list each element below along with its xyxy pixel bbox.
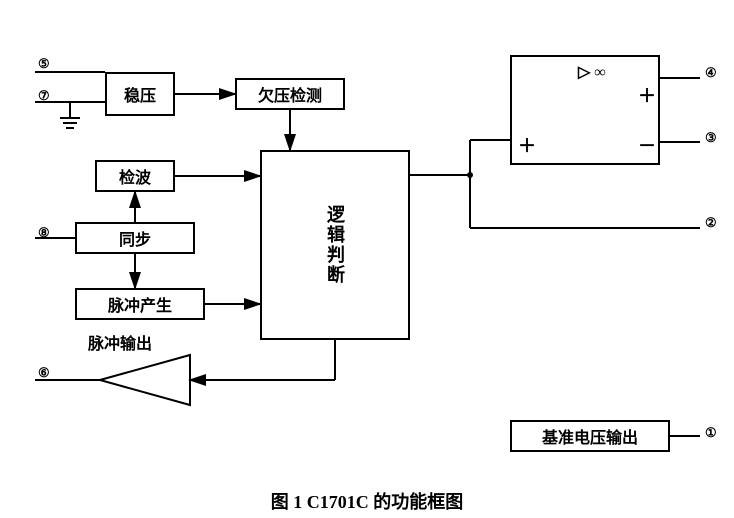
figure-caption: 图 1 C1701C 的功能框图 (0, 488, 734, 514)
block-undervoltage-label: 欠压检测 (258, 82, 322, 106)
pin-8: ⑧ (38, 225, 50, 241)
block-ref-out-label: 基准电压输出 (542, 424, 638, 448)
pin-2: ② (705, 215, 717, 231)
block-regulator-label: 稳压 (124, 82, 156, 106)
pin-5: ⑤ (38, 56, 50, 72)
block-sync-label: 同步 (119, 226, 151, 250)
pin-1: ① (705, 425, 717, 441)
block-pulse-gen: 脉冲产生 (75, 288, 205, 320)
block-pulse-gen-label: 脉冲产生 (108, 292, 172, 316)
block-undervoltage: 欠压检测 (235, 78, 345, 110)
block-logic: 逻辑判断 (260, 150, 410, 340)
pin-6: ⑥ (38, 365, 50, 381)
pin-7: ⑦ (38, 88, 50, 104)
block-regulator: 稳压 (105, 72, 175, 116)
opamp-plus-left: ＋ (518, 132, 536, 158)
block-sync: 同步 (75, 222, 195, 254)
pulse-out-label: 脉冲输出 (88, 330, 152, 354)
block-logic-label: 逻辑判断 (322, 205, 348, 285)
opamp-inf-label: ▷ ∞ (578, 62, 606, 82)
block-detect-label: 检波 (119, 164, 151, 188)
opamp-plus-right: ＋ (638, 82, 656, 108)
block-ref-out: 基准电压输出 (510, 420, 670, 452)
pin-3: ③ (705, 130, 717, 146)
pin-4: ④ (705, 65, 717, 81)
diagram-canvas: 稳压 欠压检测 检波 同步 脉冲产生 逻辑判断 ▷ ∞ ＋ － ＋ 基准电压输出… (0, 0, 734, 518)
block-detect: 检波 (95, 160, 175, 192)
opamp-minus: － (638, 132, 656, 158)
